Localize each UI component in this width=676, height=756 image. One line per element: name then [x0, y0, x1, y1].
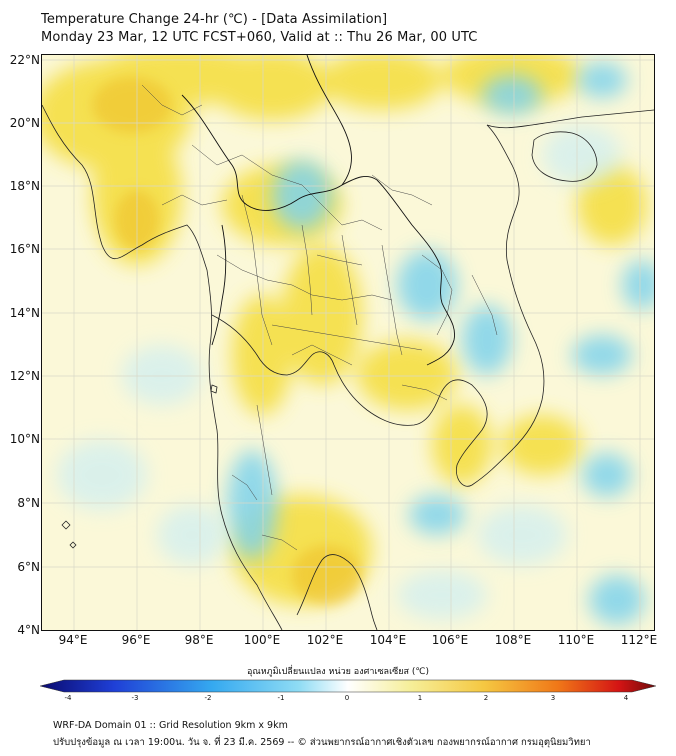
lat-label-20n: 20°N	[9, 116, 40, 130]
lon-label-102e: 102°E	[306, 633, 344, 647]
colorbar-tick-neg1: -1	[277, 694, 285, 702]
lon-label-104e: 104°E	[369, 633, 407, 647]
lon-label-106e: 106°E	[431, 633, 469, 647]
lat-label-10n: 10°N	[9, 432, 40, 446]
graticule	[42, 55, 654, 630]
chart-subtitle: Monday 23 Mar, 12 UTC FCST+060, Valid at…	[41, 30, 478, 45]
admin-boundaries	[141, 84, 498, 551]
footer-model-info: WRF-DA Domain 01 :: Grid Resolution 9km …	[53, 720, 288, 731]
lat-label-6n: 6°N	[17, 560, 40, 574]
coastlines	[42, 104, 654, 630]
colorbar	[40, 679, 656, 693]
colorbar-tick-3: 3	[550, 694, 556, 702]
lon-label-96e: 96°E	[121, 633, 151, 647]
lon-label-112e: 112°E	[620, 633, 658, 647]
lat-label-12n: 12°N	[9, 369, 40, 383]
colorbar-tick-2: 2	[483, 694, 489, 702]
colorbar-tick-neg2: -2	[204, 694, 212, 702]
lat-label-8n: 8°N	[17, 496, 40, 510]
map-panel	[41, 54, 655, 631]
colorbar-tick-4: 4	[623, 694, 629, 702]
lon-label-100e: 100°E	[243, 633, 281, 647]
colorbar-tick-neg4: -4	[64, 694, 72, 702]
lat-label-16n: 16°N	[9, 242, 40, 256]
lon-label-108e: 108°E	[494, 633, 532, 647]
colorbar-tick-0: 0	[344, 694, 350, 702]
lon-label-110e: 110°E	[557, 633, 595, 647]
lat-label-14n: 14°N	[9, 306, 40, 320]
footer-credit: ปรับปรุงข้อมูล ณ เวลา 19:00น. วัน จ. ที่…	[53, 737, 591, 748]
chart-title: Temperature Change 24-hr (℃) - [Data Ass…	[41, 12, 388, 27]
lon-label-94e: 94°E	[58, 633, 88, 647]
lat-label-4n: 4°N	[17, 623, 40, 637]
lat-label-18n: 18°N	[9, 179, 40, 193]
national-borders	[181, 55, 455, 366]
pale-cool-anomaly-layer	[57, 125, 622, 620]
colorbar-tick-neg3: -3	[131, 694, 139, 702]
lon-label-98e: 98°E	[184, 633, 214, 647]
lat-label-22n: 22°N	[9, 53, 40, 67]
temperature-change-map	[42, 55, 654, 630]
colorbar-title: อุณหภูมิเปลี่ยนแปลง หน่วย องศาเซลเซียส (…	[246, 667, 430, 677]
strong-warm-anomaly-layer	[92, 77, 362, 605]
colorbar-gradient	[40, 679, 656, 693]
colorbar-tick-1: 1	[417, 694, 423, 702]
